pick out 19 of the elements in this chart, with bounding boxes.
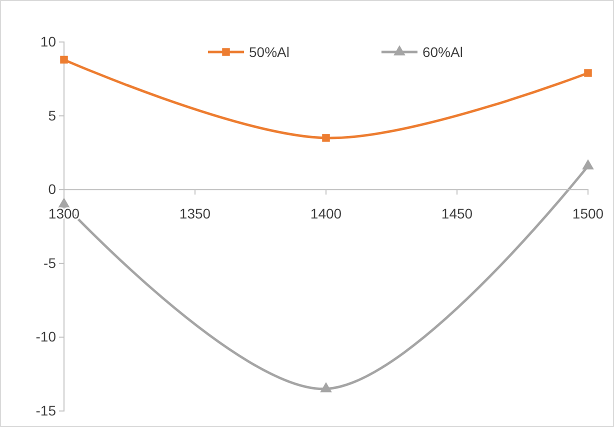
y-tick-label: -15 [36, 402, 56, 418]
x-tick-label: 1300 [48, 206, 80, 222]
y-tick-label: -10 [36, 328, 56, 345]
point [322, 134, 330, 142]
point [584, 69, 592, 77]
x-tick-label: 1500 [572, 206, 604, 222]
point [58, 198, 70, 208]
y-tick-label: 5 [48, 107, 56, 124]
point [582, 159, 594, 170]
legend-label: 50%Al [249, 44, 290, 60]
y-tick-label: 10 [40, 33, 56, 50]
point [320, 382, 332, 392]
point [60, 56, 68, 64]
x-tick-label: 1400 [310, 206, 342, 222]
x-tick-label: 1350 [179, 206, 211, 222]
y-tick-label: 0 [48, 181, 56, 198]
x-tick-label: 1450 [441, 206, 473, 222]
y-tick-label: -5 [44, 254, 56, 271]
legend-label: 60%Al [422, 44, 463, 60]
